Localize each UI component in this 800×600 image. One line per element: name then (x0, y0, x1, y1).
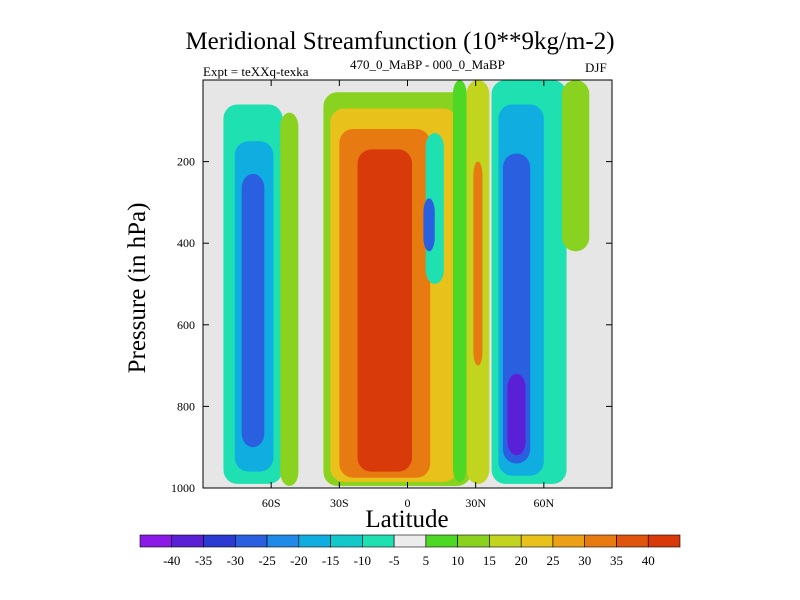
colorbar-swatch (552, 534, 586, 548)
colorbar-swatch (616, 534, 649, 548)
colorbar-swatch (362, 534, 395, 548)
colorbar-label: -25 (258, 553, 275, 568)
y-tick-label: 600 (177, 318, 195, 332)
colorbar-swatch (203, 534, 236, 548)
x-tick-label: 0 (405, 496, 411, 510)
contour-band-12 (473, 161, 483, 366)
contour-band-9 (423, 198, 435, 252)
colorbar-label: -15 (322, 553, 339, 568)
colorbar-swatch (647, 534, 681, 548)
y-tick-label: 400 (177, 236, 195, 250)
x-tick-label: 60N (533, 496, 554, 510)
colorbar-label: 40 (642, 553, 655, 568)
colorbar-swatch (171, 534, 204, 548)
colorbar-swatch (425, 534, 458, 548)
y-tick-label: 800 (177, 399, 195, 413)
colorbar-label: -10 (354, 553, 371, 568)
colorbar-swatch (489, 534, 522, 548)
colorbar-label: 30 (578, 553, 591, 568)
contour-band-3 (280, 112, 299, 486)
contour-band-10 (452, 80, 467, 482)
colorbar-label: 5 (423, 553, 430, 568)
colorbar-swatch (393, 534, 427, 548)
colorbar-label: -40 (163, 553, 180, 568)
contour-band-17 (562, 80, 590, 252)
colorbar-label: -30 (227, 553, 244, 568)
colorbar-swatch (139, 534, 173, 548)
period-label: 470_0_MaBP - 000_0_MaBP (350, 57, 505, 72)
colorbar-swatch (457, 534, 490, 548)
colorbar-label: 10 (451, 553, 464, 568)
x-tick-label: 30N (465, 496, 486, 510)
x-tick-label: 60S (262, 496, 281, 510)
y-tick-label: 1000 (171, 481, 195, 495)
contour-band-16 (507, 373, 526, 456)
colorbar-swatch (520, 534, 554, 548)
colorbar-label: 35 (610, 553, 623, 568)
experiment-label: Expt = teXXq-texka (203, 64, 309, 79)
colorbar-swatch (298, 534, 331, 548)
contour-band-2 (241, 173, 265, 448)
y-tick-label: 200 (177, 155, 195, 169)
colorbar-label: 15 (483, 553, 496, 568)
colorbar-swatch (330, 534, 363, 548)
colorbar-swatch (234, 534, 268, 548)
colorbar-label: 20 (515, 553, 528, 568)
colorbar-label: -5 (389, 553, 400, 568)
colorbar-label: 25 (546, 553, 559, 568)
chart-title: Meridional Streamfunction (10**9kg/m-2) (185, 28, 615, 55)
x-tick-label: 30S (330, 496, 349, 510)
colorbar-swatch (266, 534, 300, 548)
colorbar-swatch (584, 534, 617, 548)
colorbar-label: -35 (195, 553, 212, 568)
x-axis-label: Latitude (365, 506, 449, 533)
season-label: DJF (585, 60, 607, 75)
colorbar-label: -20 (290, 553, 307, 568)
contour-band-7 (357, 149, 413, 472)
